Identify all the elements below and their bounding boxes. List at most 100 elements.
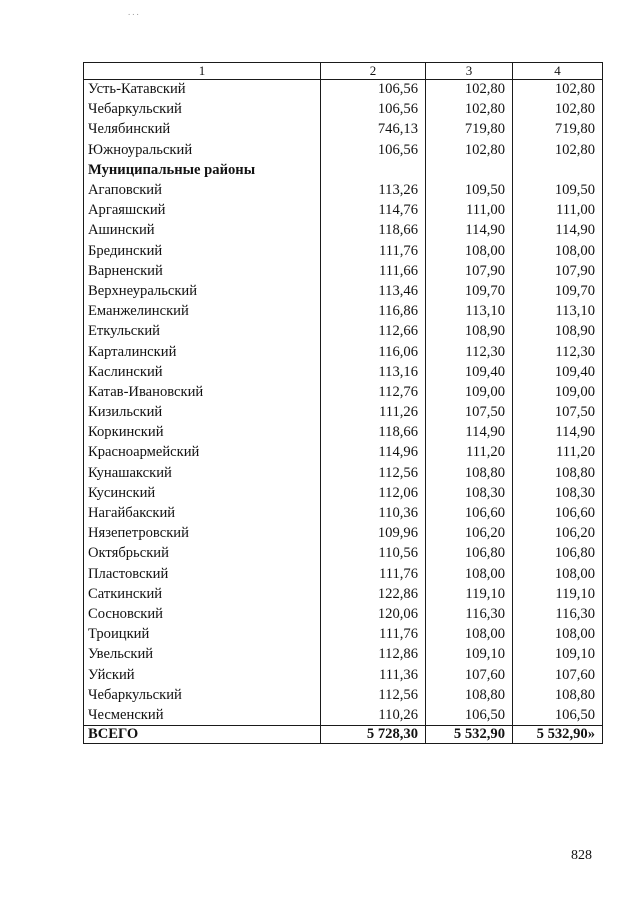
row-name: Еманжелинский bbox=[83, 301, 321, 322]
row-value: 106,80 bbox=[425, 543, 513, 564]
row-name: Нязепетровский bbox=[83, 523, 321, 544]
row-value: 110,26 bbox=[320, 705, 426, 726]
row-value bbox=[425, 160, 513, 181]
row-value: 107,60 bbox=[425, 664, 513, 686]
table-row: Коркинский 118,66 114,90 114,90 bbox=[83, 422, 603, 443]
table-row: Варненский 111,66 107,90 107,90 bbox=[83, 261, 603, 282]
column-header-4: 4 bbox=[512, 62, 603, 80]
row-value: 102,80 bbox=[512, 140, 603, 161]
row-value: 111,76 bbox=[320, 564, 426, 585]
row-value: 102,80 bbox=[425, 79, 513, 100]
row-value: 113,10 bbox=[425, 301, 513, 322]
row-name: Увельский bbox=[83, 644, 321, 665]
table-row: Каслинский 113,16 109,40 109,40 bbox=[83, 362, 603, 383]
row-value: 5 728,30 bbox=[320, 725, 426, 744]
row-name: Уйский bbox=[83, 664, 321, 686]
row-name: Каслинский bbox=[83, 362, 321, 383]
table-row: Чебаркульский 112,56 108,80 108,80 bbox=[83, 685, 603, 706]
row-value: 108,80 bbox=[512, 463, 603, 484]
row-value: 113,10 bbox=[512, 301, 603, 322]
table-row: Кунашакский 112,56 108,80 108,80 bbox=[83, 463, 603, 484]
row-name: Варненский bbox=[83, 261, 321, 282]
row-name: Коркинский bbox=[83, 422, 321, 443]
table-row: Саткинский 122,86 119,10 119,10 bbox=[83, 584, 603, 605]
row-value: 108,80 bbox=[512, 685, 603, 706]
row-value: 108,80 bbox=[425, 685, 513, 706]
row-value: 109,40 bbox=[512, 362, 603, 383]
row-value: 109,50 bbox=[425, 180, 513, 201]
row-value: 108,00 bbox=[425, 624, 513, 645]
row-value: 112,30 bbox=[425, 341, 513, 363]
row-value: 109,50 bbox=[512, 180, 603, 201]
table-body: Усть-Катавский 106,56 102,80 102,80 Чебаркул… bbox=[83, 79, 603, 744]
row-value: 112,06 bbox=[320, 483, 426, 504]
row-value: 113,46 bbox=[320, 281, 426, 302]
row-value: 106,56 bbox=[320, 99, 426, 120]
row-value: 116,06 bbox=[320, 341, 426, 363]
table-row: Нязепетровский 109,96 106,20 106,20 bbox=[83, 523, 603, 544]
row-value: 114,90 bbox=[425, 422, 513, 443]
row-value: 109,96 bbox=[320, 523, 426, 544]
row-name: Кусинский bbox=[83, 483, 321, 504]
row-name: Карталинский bbox=[83, 341, 321, 363]
row-name: Красноармейский bbox=[83, 442, 321, 464]
row-value: 106,56 bbox=[320, 79, 426, 100]
row-value: 111,76 bbox=[320, 241, 426, 262]
column-header-1: 1 bbox=[83, 62, 321, 80]
row-value: 5 532,90» bbox=[512, 725, 603, 744]
row-value: 106,60 bbox=[512, 503, 603, 524]
row-value: 107,90 bbox=[512, 261, 603, 282]
row-value: 102,80 bbox=[512, 99, 603, 120]
row-value: 116,30 bbox=[425, 604, 513, 625]
row-name: Пластовский bbox=[83, 564, 321, 585]
row-value: 111,00 bbox=[512, 200, 603, 221]
row-value: 112,86 bbox=[320, 644, 426, 665]
scan-artifact-dots: ... bbox=[128, 7, 141, 17]
total-row: ВСЕГО 5 728,30 5 532,90 5 532,90» bbox=[83, 725, 603, 744]
row-value: 114,90 bbox=[512, 422, 603, 443]
table-row: Кусинский 112,06 108,30 108,30 bbox=[83, 483, 603, 504]
row-value: 109,70 bbox=[425, 281, 513, 302]
row-value: 111,00 bbox=[425, 200, 513, 221]
row-value: 111,76 bbox=[320, 624, 426, 645]
table-row: Пластовский 111,76 108,00 108,00 bbox=[83, 564, 603, 585]
row-value bbox=[512, 160, 603, 181]
row-value: 112,56 bbox=[320, 685, 426, 706]
table-row: Карталинский 116,06 112,30 112,30 bbox=[83, 341, 603, 363]
row-value: 5 532,90 bbox=[425, 725, 513, 744]
row-name: Октябрьский bbox=[83, 543, 321, 564]
table-row: Брединский 111,76 108,00 108,00 bbox=[83, 241, 603, 262]
row-value: 108,00 bbox=[425, 241, 513, 262]
row-value: 113,26 bbox=[320, 180, 426, 201]
table-row: Октябрьский 110,56 106,80 106,80 bbox=[83, 543, 603, 564]
row-name: ВСЕГО bbox=[83, 725, 321, 744]
row-value: 106,50 bbox=[425, 705, 513, 726]
row-value: 109,00 bbox=[425, 382, 513, 403]
row-value: 108,90 bbox=[512, 321, 603, 342]
table-row: Верхнеуральский 113,46 109,70 109,70 bbox=[83, 281, 603, 302]
row-value: 108,80 bbox=[425, 463, 513, 484]
row-value: 118,66 bbox=[320, 422, 426, 443]
table-row: Увельский 112,86 109,10 109,10 bbox=[83, 644, 603, 665]
table-row: Троицкий 111,76 108,00 108,00 bbox=[83, 624, 603, 645]
row-name: Чесменский bbox=[83, 705, 321, 726]
row-value: 102,80 bbox=[512, 79, 603, 100]
row-value: 108,30 bbox=[425, 483, 513, 504]
row-value: 122,86 bbox=[320, 584, 426, 605]
table-row: Чебаркульский 106,56 102,80 102,80 bbox=[83, 99, 603, 120]
row-value: 107,50 bbox=[425, 402, 513, 423]
row-name: Чебаркульский bbox=[83, 685, 321, 706]
table-row: Кизильский 111,26 107,50 107,50 bbox=[83, 402, 603, 423]
table-row: Еманжелинский 116,86 113,10 113,10 bbox=[83, 301, 603, 322]
row-value: 111,26 bbox=[320, 402, 426, 423]
row-value: 109,70 bbox=[512, 281, 603, 302]
row-value: 109,40 bbox=[425, 362, 513, 383]
row-value: 116,86 bbox=[320, 301, 426, 322]
row-value: 106,50 bbox=[512, 705, 603, 726]
row-value: 719,80 bbox=[512, 119, 603, 141]
row-name: Ашинский bbox=[83, 220, 321, 241]
